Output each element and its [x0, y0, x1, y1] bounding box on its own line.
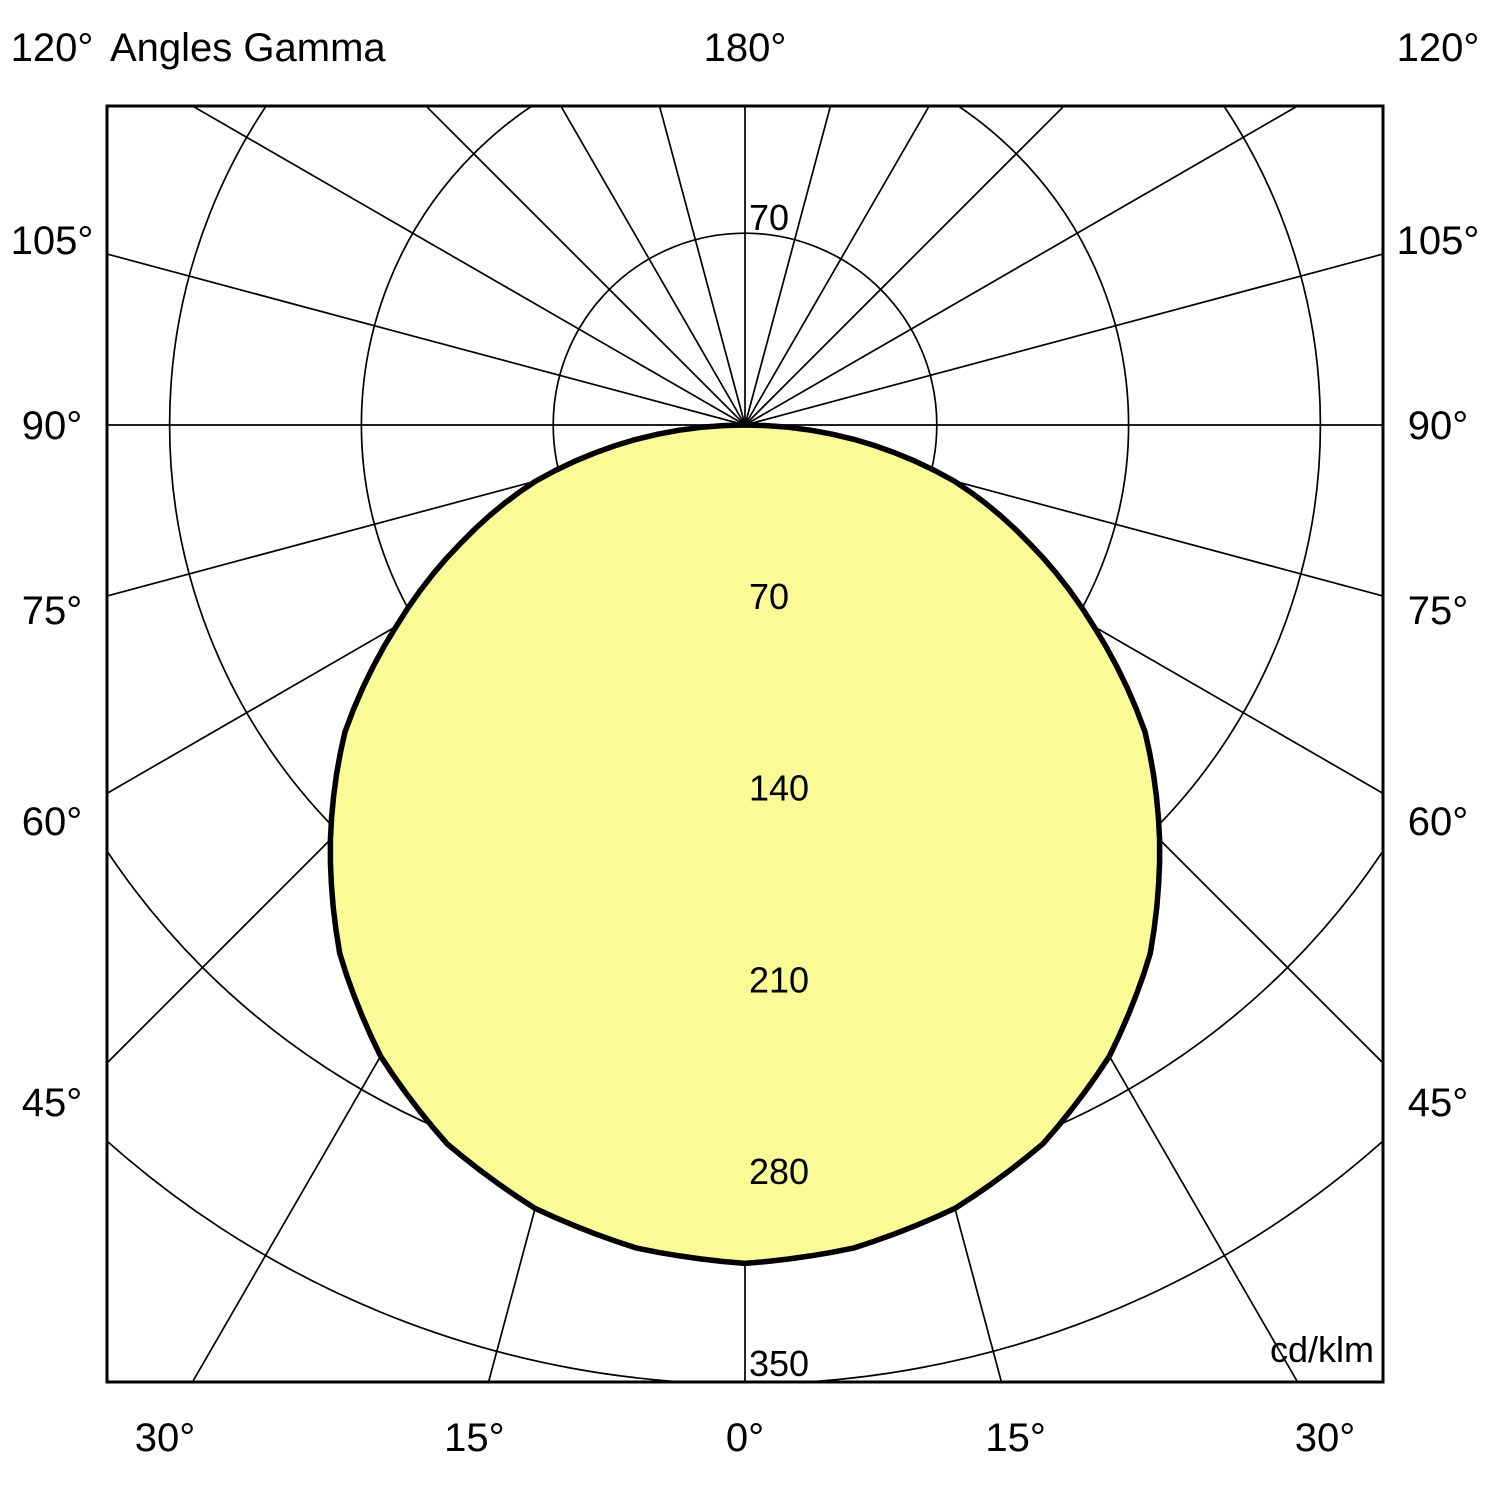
gamma-ray-135deg [744, 106, 1066, 426]
radial-tick-label-upper-70: 70 [749, 197, 789, 238]
gamma-ray-150deg [744, 106, 931, 426]
radial-tick-label-350: 350 [749, 1343, 809, 1384]
radial-tick-label-70: 70 [749, 576, 789, 617]
side-angle-label-right-45: 45° [1408, 1081, 1469, 1125]
radial-tick-label-140: 140 [749, 768, 809, 809]
gamma-angle-labels: 120° 120° 105° 105° 90° 90° 75° 75° 60° 60° 45° 45°… [11, 26, 1480, 1460]
gamma-ray-105deg [744, 253, 1383, 426]
side-angle-label-left-90: 90° [22, 404, 83, 448]
gamma-ray-210deg [559, 106, 746, 426]
gamma-ray-255deg [107, 253, 746, 426]
bottom-angle-label-1: 15° [444, 1416, 505, 1460]
bottom-angle-label-3: 15° [985, 1416, 1046, 1460]
bottom-angle-label-0: 30° [135, 1416, 196, 1460]
intensity-curve [327, 422, 1163, 1267]
side-angle-label-left-75: 75° [22, 589, 83, 633]
gamma-ray-75deg [744, 424, 1383, 597]
side-angle-label-right-105: 105° [1397, 219, 1480, 263]
bottom-angle-label-4: 30° [1295, 1416, 1356, 1460]
bottom-angle-label-2: 0° [726, 1416, 764, 1460]
side-angle-label-right-120: 120° [1397, 26, 1480, 70]
radial-scale-labels: 70 140 210 280 350 70 [749, 197, 809, 1384]
gamma-ray-225deg [424, 106, 746, 426]
plot-frame [105, 104, 1385, 1384]
diagram-title: Angles Gamma [110, 26, 386, 70]
gamma-180-label: 180° [704, 26, 787, 70]
gamma-ray-285deg [107, 424, 746, 597]
gamma-ray-195deg [658, 106, 746, 426]
radial-tick-label-280: 280 [749, 1151, 809, 1192]
side-angle-label-left-45: 45° [22, 1081, 83, 1125]
gamma-ray-240deg [190, 106, 746, 426]
side-angle-label-right-60: 60° [1408, 800, 1469, 844]
side-angle-label-right-90: 90° [1408, 404, 1469, 448]
side-angle-label-right-75: 75° [1408, 589, 1469, 633]
side-angle-label-left-60: 60° [22, 800, 83, 844]
unit-label: cd/klm [1270, 1329, 1374, 1370]
radial-tick-label-210: 210 [749, 959, 809, 1000]
gamma-ray-120deg [744, 106, 1300, 426]
side-angle-label-left-120: 120° [11, 26, 94, 70]
side-angle-label-left-105: 105° [11, 219, 94, 263]
gamma-ray-165deg [744, 106, 832, 426]
